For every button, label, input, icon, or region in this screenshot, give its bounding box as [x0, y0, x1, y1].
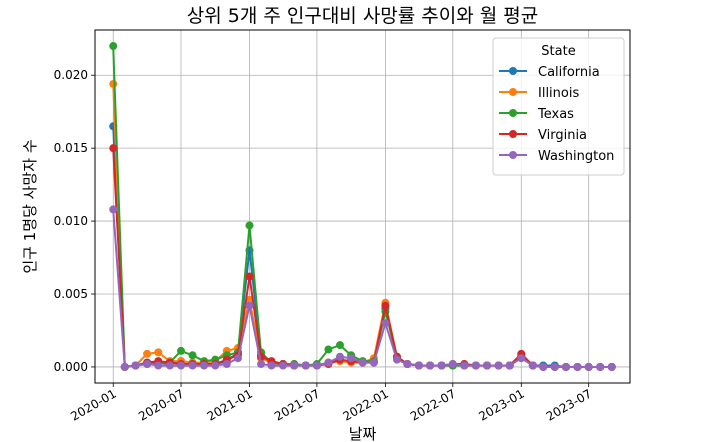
data-point-washington: [290, 361, 299, 370]
data-point-washington: [257, 360, 266, 369]
data-point-texas: [188, 351, 197, 360]
legend-swatch-marker: [509, 88, 517, 96]
legend-item-washington: Washington: [499, 149, 614, 164]
data-point-washington: [301, 361, 310, 370]
data-point-washington: [324, 358, 333, 367]
data-point-virginia: [109, 144, 118, 153]
data-point-washington: [561, 362, 570, 371]
y-tick-label: 0.000: [54, 360, 88, 374]
chart-title: 상위 5개 주 인구대비 사망률 추이와 월 평균: [187, 5, 539, 27]
data-point-washington: [414, 361, 423, 370]
data-point-washington: [517, 354, 526, 363]
data-point-washington: [381, 319, 390, 328]
data-point-washington: [483, 361, 492, 370]
y-axis-label: 인구 1명당 사망자 수: [21, 139, 39, 273]
legend-label: Illinois: [538, 86, 579, 101]
legend-item-illinois: Illinois: [499, 86, 579, 101]
legend-swatch-marker: [509, 130, 517, 138]
data-point-washington: [392, 355, 401, 364]
data-point-washington: [120, 362, 129, 371]
data-point-washington: [584, 362, 593, 371]
data-point-washington: [335, 352, 344, 361]
data-point-washington: [211, 361, 220, 370]
legend-label: Washington: [538, 149, 614, 164]
data-point-washington: [165, 361, 174, 370]
data-point-virginia: [245, 272, 254, 281]
data-point-washington: [312, 361, 321, 370]
y-tick-label: 0.015: [54, 141, 88, 155]
legend-item-texas: Texas: [499, 107, 574, 122]
legend-title: State: [541, 44, 575, 59]
data-point-washington: [279, 361, 288, 370]
data-point-texas: [324, 345, 333, 354]
data-point-washington: [177, 361, 186, 370]
data-point-washington: [426, 361, 435, 370]
data-point-washington: [550, 362, 559, 371]
data-point-washington: [109, 205, 118, 214]
data-point-illinois: [245, 295, 254, 304]
data-point-washington: [539, 362, 548, 371]
legend: State California Illinois Texas Virginia Was…: [492, 37, 625, 176]
data-point-texas: [177, 346, 186, 355]
data-point-texas: [245, 221, 254, 230]
data-point-washington: [358, 358, 367, 367]
legend-label: Virginia: [538, 128, 587, 143]
data-point-washington: [233, 354, 242, 363]
y-tick-label: 0.020: [54, 68, 88, 82]
legend-label: California: [538, 65, 600, 80]
legend-box: [492, 37, 625, 176]
y-tick-label: 0.010: [54, 214, 88, 228]
data-point-washington: [131, 361, 140, 370]
data-point-washington: [460, 361, 469, 370]
data-point-washington: [347, 354, 356, 363]
data-point-washington: [245, 301, 254, 310]
legend-item-virginia: Virginia: [499, 128, 587, 143]
data-point-illinois: [109, 79, 118, 88]
data-point-washington: [188, 361, 197, 370]
data-point-washington: [505, 361, 514, 370]
data-point-washington: [267, 361, 276, 370]
data-point-washington: [143, 360, 152, 369]
series-layer: [109, 42, 616, 371]
plot-area: [94, 29, 631, 384]
data-point-texas: [335, 341, 344, 350]
data-point-washington: [200, 361, 209, 370]
data-point-texas: [109, 42, 118, 51]
x-axis-label: 날짜: [349, 425, 377, 442]
data-point-washington: [437, 361, 446, 370]
series-washington: [109, 205, 616, 371]
data-point-washington: [154, 361, 163, 370]
data-point-washington: [448, 360, 457, 369]
data-point-washington: [471, 361, 480, 370]
legend-label: Texas: [537, 107, 574, 122]
data-point-illinois: [154, 348, 163, 357]
data-point-washington: [596, 362, 605, 371]
legend-swatch-marker: [509, 67, 517, 75]
legend-item-california: California: [499, 65, 600, 80]
data-point-illinois: [143, 349, 152, 358]
data-point-washington: [528, 361, 537, 370]
data-point-washington: [403, 360, 412, 369]
legend-swatch-marker: [509, 151, 517, 159]
data-point-virginia: [381, 301, 390, 310]
data-point-washington: [573, 362, 582, 371]
legend-swatch-marker: [509, 109, 517, 117]
y-tick-label: 0.005: [54, 287, 88, 301]
data-point-washington: [222, 360, 231, 369]
data-point-washington: [494, 361, 503, 370]
data-point-washington: [607, 362, 616, 371]
data-point-washington: [369, 358, 378, 367]
